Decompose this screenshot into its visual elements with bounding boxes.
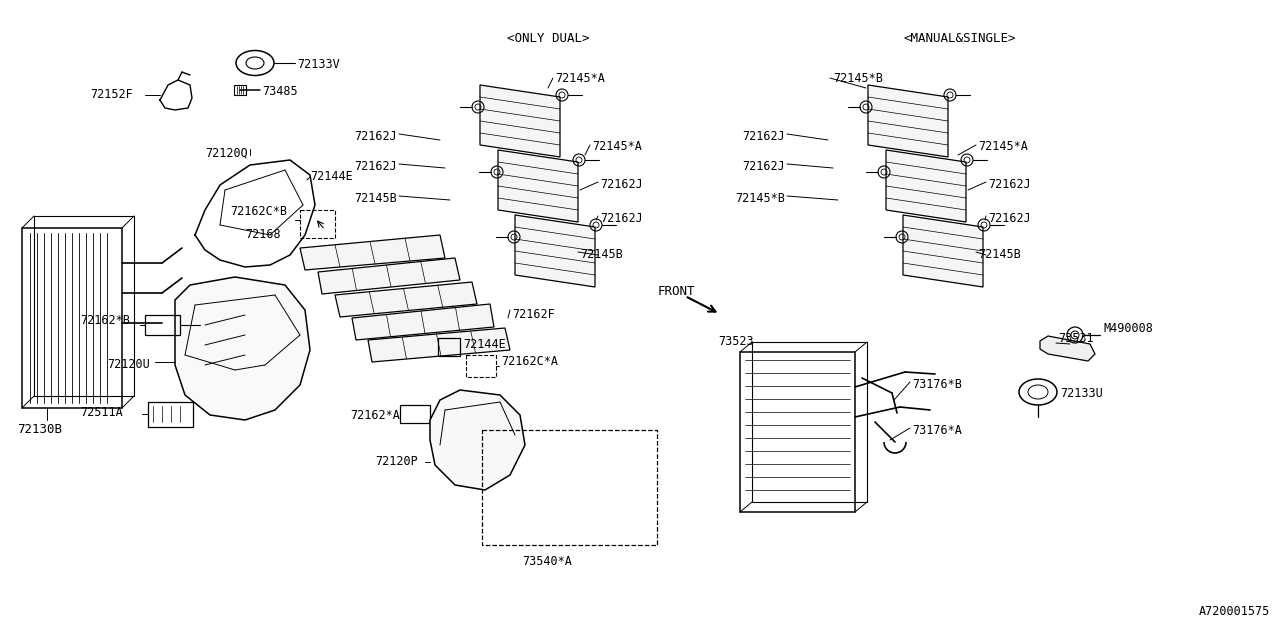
Text: 72511A: 72511A — [79, 406, 123, 419]
Text: 72130B: 72130B — [17, 423, 61, 436]
Text: 72145B: 72145B — [978, 248, 1020, 261]
Text: <MANUAL&SINGLE>: <MANUAL&SINGLE> — [904, 32, 1016, 45]
Text: 72162J: 72162J — [355, 130, 397, 143]
Text: 72145*A: 72145*A — [591, 140, 641, 153]
Text: 72162*B: 72162*B — [79, 314, 129, 326]
Text: 73531: 73531 — [1059, 332, 1093, 345]
Bar — [148, 402, 193, 427]
Text: 72133U: 72133U — [1060, 387, 1103, 400]
Polygon shape — [430, 390, 525, 490]
Text: 72145*A: 72145*A — [556, 72, 605, 85]
Bar — [753, 342, 867, 502]
Text: 73540*A: 73540*A — [522, 555, 572, 568]
Text: 72162J: 72162J — [742, 160, 785, 173]
Bar — [438, 338, 460, 356]
Bar — [300, 210, 335, 238]
Polygon shape — [317, 258, 460, 294]
Text: 72162J: 72162J — [988, 212, 1030, 225]
Text: 73523: 73523 — [718, 335, 754, 348]
Bar — [234, 85, 246, 95]
Text: 72144E: 72144E — [463, 338, 506, 351]
Text: 72145B: 72145B — [580, 248, 623, 261]
Text: M490008: M490008 — [1103, 322, 1153, 335]
Text: 72133V: 72133V — [297, 58, 339, 71]
Text: 72162J: 72162J — [600, 178, 643, 191]
Polygon shape — [335, 282, 477, 317]
Bar — [22, 228, 122, 408]
Polygon shape — [902, 215, 983, 287]
Text: 72120U: 72120U — [108, 358, 150, 371]
Bar — [145, 315, 180, 335]
Text: 72162J: 72162J — [742, 130, 785, 143]
Text: 72145B: 72145B — [355, 192, 397, 205]
Polygon shape — [175, 277, 310, 420]
Text: 72145*B: 72145*B — [735, 192, 785, 205]
Text: 72168: 72168 — [244, 228, 280, 241]
Text: 72145*A: 72145*A — [978, 140, 1028, 153]
Polygon shape — [515, 215, 595, 287]
Text: 72162C*B: 72162C*B — [230, 205, 287, 218]
Text: <ONLY DUAL>: <ONLY DUAL> — [507, 32, 589, 45]
Text: 72152F: 72152F — [90, 88, 133, 102]
Polygon shape — [352, 304, 494, 340]
Text: 72162J: 72162J — [988, 178, 1030, 191]
Text: 73485: 73485 — [262, 85, 298, 98]
Text: 72120P: 72120P — [375, 455, 417, 468]
Bar — [399, 405, 430, 423]
Bar — [466, 355, 497, 377]
Text: 72162*A: 72162*A — [349, 409, 399, 422]
Polygon shape — [886, 150, 966, 222]
Polygon shape — [868, 85, 948, 157]
Text: 72145*B: 72145*B — [833, 72, 883, 85]
Text: 73176*A: 73176*A — [911, 424, 961, 437]
Polygon shape — [369, 328, 509, 362]
Bar — [483, 430, 657, 545]
Text: 72162C*A: 72162C*A — [500, 355, 558, 368]
Text: 72120Q: 72120Q — [205, 147, 248, 160]
Text: 73176*B: 73176*B — [911, 378, 961, 391]
Text: 72144E: 72144E — [310, 170, 353, 183]
Polygon shape — [1039, 336, 1094, 361]
Text: A720001575: A720001575 — [1199, 605, 1270, 618]
Bar — [740, 352, 855, 512]
Text: 72162J: 72162J — [355, 160, 397, 173]
Polygon shape — [498, 150, 579, 222]
Text: 72162J: 72162J — [600, 212, 643, 225]
Bar — [35, 216, 134, 396]
Polygon shape — [300, 235, 445, 270]
Text: FRONT: FRONT — [658, 285, 695, 298]
Polygon shape — [480, 85, 561, 157]
Text: 72162F: 72162F — [512, 308, 554, 321]
